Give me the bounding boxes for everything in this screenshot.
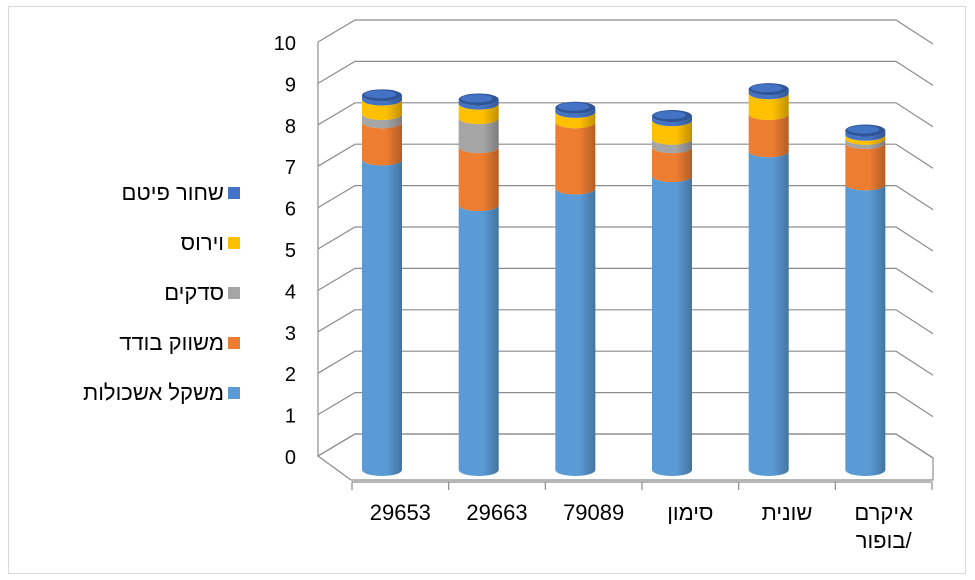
bar-segment-shading: [362, 122, 402, 166]
floor: [316, 433, 934, 481]
bar-segment-shading: [652, 176, 692, 476]
bar-top-cap-highlight: [460, 94, 493, 103]
x-tick-label: /בופור: [856, 528, 913, 553]
legend-swatch: [228, 287, 240, 299]
chart-frame: [8, 6, 966, 574]
bar-segment-shading: [845, 184, 886, 476]
bar-segment-shading: [362, 113, 402, 129]
legend-swatch: [228, 187, 240, 199]
x-tick-label: 29663: [466, 500, 527, 525]
gridline: [317, 309, 934, 335]
bar-segment-shading: [652, 120, 692, 145]
y-tick-label: 6: [285, 199, 296, 221]
bars: [362, 83, 886, 477]
legend-swatch: [228, 337, 240, 349]
legend-item-series-5: שחור פיטם: [121, 180, 240, 206]
y-tick-label: 3: [285, 323, 296, 345]
x-tick-label: 79089: [563, 500, 624, 525]
bar-top-cap-highlight: [557, 102, 590, 111]
bar-segment-shading: [555, 188, 596, 477]
y-tick-label: 0: [285, 447, 296, 469]
legend-label: משווק בודד: [119, 330, 224, 355]
x-tick-label: איקרם: [854, 500, 913, 525]
y-tick-label: 4: [285, 281, 296, 303]
bar-segment-shading: [652, 147, 692, 183]
y-tick-label: 7: [285, 157, 296, 179]
bar-top-cap-highlight: [654, 111, 686, 120]
gridlines: [317, 19, 934, 459]
gridline: [317, 60, 934, 86]
bar-segment-shading: [845, 130, 886, 141]
bar-segment-shading: [458, 118, 499, 154]
axes: [316, 42, 934, 490]
bar-segment-shading: [362, 99, 402, 120]
legend-item-series-2: משווק בודד: [119, 330, 240, 356]
bar-segment-shading: [555, 111, 596, 129]
legend-label: משקל אשכולות: [83, 380, 224, 405]
x-tick-label: שונית: [762, 500, 813, 525]
bar-segment-shading: [555, 122, 596, 195]
bar-segment-shading: [748, 113, 789, 158]
y-tick-label: 2: [285, 364, 296, 386]
y-tick-label: 10: [274, 33, 296, 55]
bar-segment-shading: [845, 142, 886, 191]
gridline: [317, 19, 934, 45]
x-tick-label: סימון: [667, 500, 713, 525]
bar-segment-shading: [845, 134, 886, 145]
bar-segment-shading: [845, 138, 886, 149]
legend-swatch: [228, 387, 240, 399]
gridline: [317, 267, 934, 293]
bar-segment-shading: [652, 138, 692, 154]
bar-segment-shading: [748, 93, 789, 120]
gridline: [317, 143, 934, 169]
legend-label: סדקים: [164, 280, 224, 305]
legend-item-series-1: משקל אשכולות: [83, 380, 240, 406]
x-tick-label: 29653: [370, 500, 431, 525]
bar-segment-shading: [362, 159, 402, 476]
gridline: [317, 350, 934, 376]
bar-segment-shading: [555, 107, 596, 118]
y-tick-label: 5: [285, 240, 296, 262]
bar-segment-shading: [748, 151, 789, 476]
legend-item-series-4: וירוס: [181, 230, 240, 256]
gridline: [317, 102, 934, 128]
bar-segment-shading: [458, 205, 499, 477]
y-tick-labels: 0 1 2 3 4 5 6 7 8 9 10: [274, 33, 296, 469]
legend-swatch: [228, 237, 240, 249]
bar-segment-shading: [652, 116, 692, 127]
gridline: [317, 392, 934, 418]
bar-top-cap-highlight: [847, 125, 880, 134]
legend-item-series-3: סדקים: [164, 280, 240, 306]
bar-segment-shading: [362, 95, 402, 106]
bar-top-cap-highlight: [750, 84, 783, 93]
legend-label: וירוס: [180, 230, 224, 255]
bar-segment-shading: [458, 147, 499, 212]
gridline: [317, 185, 934, 211]
gridline: [317, 226, 934, 252]
y-tick-label: 9: [285, 74, 296, 96]
y-tick-label: 1: [285, 406, 296, 428]
bar-segment-shading: [458, 103, 499, 125]
legend-label: שחור פיטם: [121, 180, 224, 205]
bar-segment-shading: [748, 89, 789, 100]
gridline: [317, 433, 934, 459]
bar-top-cap-highlight: [364, 90, 396, 99]
x-tick-labels: 29653 29663 79089 סימון שונית איקרם/בופור: [370, 500, 913, 553]
bar-segment-shading: [458, 99, 499, 110]
y-tick-label: 8: [285, 116, 296, 138]
